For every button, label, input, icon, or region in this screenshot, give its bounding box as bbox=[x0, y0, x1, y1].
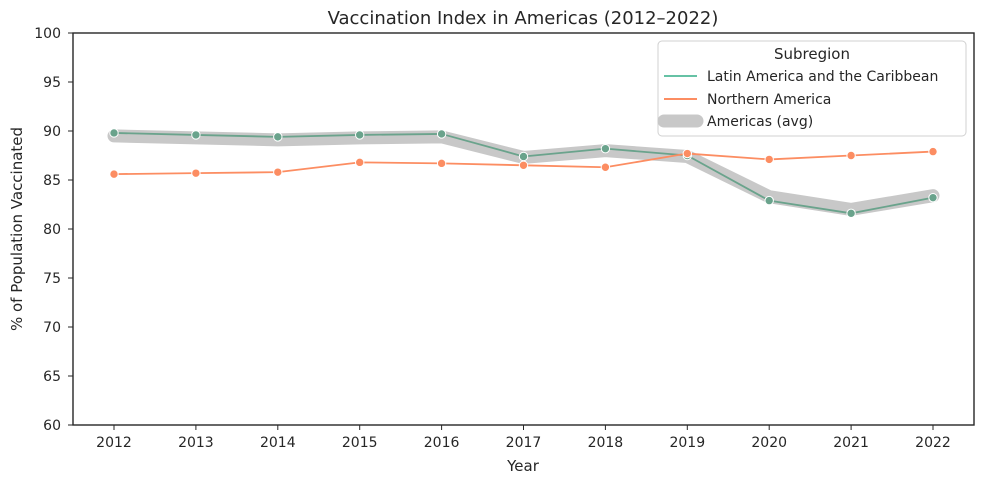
data-point-latin-america-and-the-caribbean bbox=[928, 192, 938, 203]
data-point-latin-america-and-the-caribbean bbox=[600, 143, 611, 154]
y-tick-label: 60 bbox=[43, 418, 61, 434]
legend-label-americas-avg: Americas (avg) bbox=[707, 114, 813, 130]
x-tick-label: 2017 bbox=[506, 435, 542, 451]
x-tick-label: 2015 bbox=[342, 435, 378, 451]
data-point-latin-america-and-the-caribbean bbox=[518, 151, 529, 162]
data-point-latin-america-and-the-caribbean bbox=[109, 128, 119, 138]
y-tick-label: 85 bbox=[43, 173, 61, 189]
x-axis-label: Year bbox=[506, 457, 540, 475]
legend-title: Subregion bbox=[774, 45, 850, 63]
data-point-northern-america bbox=[273, 167, 283, 177]
y-tick-label: 90 bbox=[43, 124, 61, 140]
x-tick-label: 2016 bbox=[424, 435, 460, 451]
legend-label-latin-america: Latin America and the Caribbean bbox=[707, 69, 938, 85]
legend: Subregion Latin America and the Caribbea… bbox=[657, 40, 967, 137]
x-tick-label: 2013 bbox=[178, 435, 214, 451]
data-point-northern-america bbox=[600, 162, 611, 172]
data-point-northern-america bbox=[928, 146, 938, 157]
data-point-latin-america-and-the-caribbean bbox=[191, 130, 201, 140]
y-tick-label: 70 bbox=[43, 320, 61, 336]
legend-box bbox=[657, 40, 967, 137]
x-tick-label: 2020 bbox=[751, 435, 787, 451]
legend-label-northern-america: Northern America bbox=[707, 92, 831, 108]
x-tick-label: 2022 bbox=[915, 435, 951, 451]
data-point-latin-america-and-the-caribbean bbox=[846, 208, 856, 219]
data-point-northern-america bbox=[764, 154, 774, 165]
tick-layer: 2012 2013 2014 2015 2016 2017 2018 2019 2020 2021… bbox=[34, 26, 951, 451]
y-axis-label: % of Population Vaccinated bbox=[8, 127, 26, 331]
x-tick-label: 2012 bbox=[96, 435, 132, 451]
data-point-northern-america bbox=[436, 158, 447, 169]
data-point-northern-america bbox=[355, 157, 365, 168]
data-point-latin-america-and-the-caribbean bbox=[355, 130, 365, 140]
data-point-northern-america bbox=[682, 148, 692, 159]
y-tick-label: 80 bbox=[43, 222, 61, 238]
x-tick-label: 2014 bbox=[260, 435, 296, 451]
data-point-northern-america bbox=[846, 150, 856, 161]
data-point-northern-america bbox=[191, 168, 201, 178]
y-tick-label: 65 bbox=[43, 369, 61, 385]
x-tick-label: 2021 bbox=[833, 435, 869, 451]
y-tick-label: 95 bbox=[43, 75, 61, 91]
x-tick-label: 2018 bbox=[588, 435, 624, 451]
data-point-northern-america bbox=[518, 160, 529, 171]
x-tick-label: 2019 bbox=[669, 435, 705, 451]
data-point-latin-america-and-the-caribbean bbox=[764, 195, 774, 206]
plot-frame bbox=[72, 32, 975, 426]
y-tick-label: 75 bbox=[43, 271, 61, 287]
series-layer bbox=[107, 128, 940, 219]
data-point-latin-america-and-the-caribbean bbox=[436, 129, 447, 139]
chart-title: Vaccination Index in Americas (2012–2022… bbox=[328, 8, 719, 29]
data-point-northern-america bbox=[109, 169, 119, 179]
y-tick-label: 100 bbox=[34, 26, 61, 42]
data-point-latin-america-and-the-caribbean bbox=[273, 132, 283, 142]
